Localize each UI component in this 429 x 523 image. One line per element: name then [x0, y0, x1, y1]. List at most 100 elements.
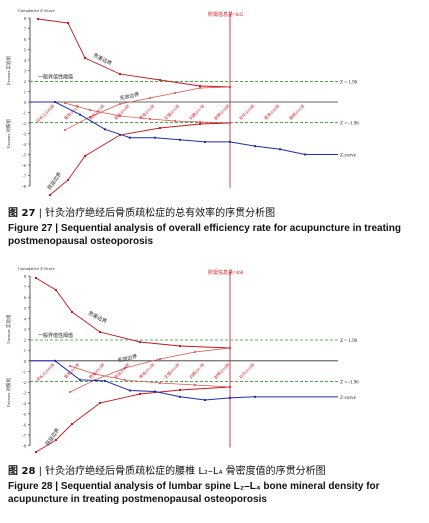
- futility-upper-marker: [149, 97, 151, 99]
- lower-boundary-marker: [159, 127, 161, 129]
- required-info-label: 所需信息量=468: [208, 269, 244, 276]
- futility-label: 无效边界: [117, 353, 138, 364]
- figure-27-caption-en-text: Sequential analysis of overall efficienc…: [8, 223, 401, 247]
- figure-28: 8 7 6 5 4 3 2 1 0 -1 -2 -3 -4 -5 -6 -7 -8 Cumulative Z-Sc…: [0, 262, 429, 523]
- futility-lower-marker: [229, 122, 231, 124]
- futility-lower-marker: [89, 109, 91, 111]
- z-curve-point: [129, 136, 131, 139]
- lower-boundary-marker: [55, 439, 57, 441]
- futility-lower-marker: [69, 365, 71, 367]
- required-info-label: 所需信息量=845: [208, 11, 244, 18]
- y-tick-label: -5: [22, 153, 26, 158]
- y-axis-title: Cumulative Z-Score: [18, 8, 55, 13]
- y-tick-label: -8: [22, 444, 26, 449]
- futility-lower-line: [69, 365, 231, 388]
- figure-27-caption-cn: 图 27 | 针灸治疗绝经后骨质疏松症的总有效率的序贯分析图: [8, 208, 276, 219]
- y-tick-label: 5: [24, 306, 27, 311]
- lower-boundary-marker: [199, 123, 201, 125]
- futility-lower-marker: [159, 382, 161, 384]
- chart-figure-28: 8 7 6 5 4 3 2 1 0 -1 -2 -3 -4 -5 -6 -7 -8 Cumulative Z-Sc…: [5, 266, 359, 453]
- lower-boundary-line: [49, 122, 231, 196]
- z-curve-point: [204, 399, 206, 402]
- study-label: 王强2016年: [162, 102, 180, 120]
- y-tick-label: 4: [24, 316, 27, 321]
- z-curve-point: [154, 390, 156, 393]
- upper-boundary-marker: [199, 85, 201, 87]
- y-tick-label: 6: [24, 37, 27, 42]
- upper-boundary-marker: [119, 73, 121, 75]
- y-tick-label: -5: [22, 412, 26, 417]
- lower-boundary-marker: [84, 155, 86, 157]
- z-curve-point: [104, 128, 106, 131]
- y-tick-label: -1: [22, 111, 26, 116]
- y-tick-label: 6: [24, 295, 27, 300]
- z-curve-point: [229, 140, 231, 143]
- figure-27-caption-en: Figure 27 | Sequential analysis of overa…: [8, 223, 401, 247]
- upper-boundary-marker: [159, 79, 161, 81]
- figure-28-number-cn: 图 28: [8, 466, 36, 477]
- upper-boundary-marker: [35, 277, 37, 279]
- figure-28-label-en: Figure 28: [8, 481, 53, 492]
- futility-upper-marker: [119, 103, 121, 105]
- lower-boundary-label: 获益边界: [46, 171, 63, 191]
- y-tick-label: 2: [24, 79, 26, 84]
- y-tick-label: -2: [22, 121, 26, 126]
- futility-lower-marker: [174, 120, 176, 122]
- futility-upper-marker: [159, 358, 161, 360]
- futility-label: 无效边界: [119, 91, 140, 102]
- y-tick-label: -6: [22, 422, 26, 427]
- upper-boundary-label: 危害边界: [87, 310, 108, 326]
- y-tick-label: -7: [22, 174, 26, 179]
- z-curve-point: [179, 395, 181, 398]
- chart-figure-27: 8 7 6 5 4 3 2 1 0 -1 -2 -3 -4 -5 -6 -7 -8 Cumulative Z-Sc…: [5, 8, 359, 196]
- z-upper-label: Z = 1.96: [340, 80, 358, 85]
- y-tick-label: -4: [22, 401, 26, 406]
- figure-28-caption-cn-text: 针灸治疗绝经后骨质疏松症的腰椎 L₂–L₄ 骨密度值的序贯分析图: [45, 466, 326, 477]
- y-tick-label: -2: [22, 380, 26, 385]
- upper-boundary-marker: [67, 22, 69, 24]
- futility-upper-marker: [199, 87, 201, 89]
- futility-lower-marker: [64, 102, 66, 104]
- lower-boundary-marker: [179, 389, 181, 391]
- study-label: 李旭2015年: [137, 102, 155, 120]
- y-tick-label: 4: [24, 58, 27, 63]
- study-label: 张远2014年: [112, 361, 130, 379]
- y-tick-label: 3: [24, 69, 27, 74]
- y-tick-label: 7: [24, 285, 27, 290]
- study-label: 陈军2011年: [62, 361, 80, 379]
- futility-lower-marker: [199, 121, 201, 123]
- z-curve-point: [104, 379, 106, 382]
- z-curve-point: [54, 359, 56, 362]
- futility-upper-marker: [89, 116, 91, 118]
- y-tick-label: 5: [24, 48, 27, 53]
- y-tick-label: 8: [24, 16, 27, 21]
- figure-27-number-cn: 图 27: [8, 208, 36, 219]
- z-curve-point: [79, 378, 81, 381]
- lower-boundary-marker: [99, 402, 101, 404]
- futility-upper-marker: [194, 351, 196, 353]
- study-label: 孙华2019年: [237, 361, 255, 379]
- figure-27-label-en: Figure 27: [8, 223, 53, 234]
- y-tick-label: -8: [22, 184, 26, 189]
- futility-lower-marker: [149, 118, 151, 120]
- futility-upper-marker: [64, 129, 66, 131]
- lower-boundary-marker: [49, 194, 51, 196]
- y-tick-label: 1: [24, 348, 26, 353]
- lower-boundary-marker: [35, 451, 37, 453]
- z-curve-point: [254, 145, 256, 148]
- y-tick-label: 8: [24, 274, 27, 279]
- futility-upper-line: [69, 347, 231, 393]
- lower-boundary-marker: [67, 179, 69, 181]
- study-label: 周涛2020年: [262, 102, 280, 120]
- upper-boundary-marker: [71, 311, 73, 313]
- y-tick-label: 2: [24, 338, 26, 343]
- study-label: 邓长江2009年: [34, 361, 55, 382]
- study-label: 刘建2017年: [187, 361, 205, 379]
- y-tick-label: -3: [22, 391, 26, 396]
- futility-lower-marker: [124, 379, 126, 381]
- z-curve-point: [154, 136, 156, 139]
- z-curve-point: [79, 113, 81, 116]
- study-label: 陈军2011年: [62, 102, 80, 120]
- futility-upper-marker: [174, 92, 176, 94]
- z-lower-label: Z = -1.96: [340, 381, 359, 386]
